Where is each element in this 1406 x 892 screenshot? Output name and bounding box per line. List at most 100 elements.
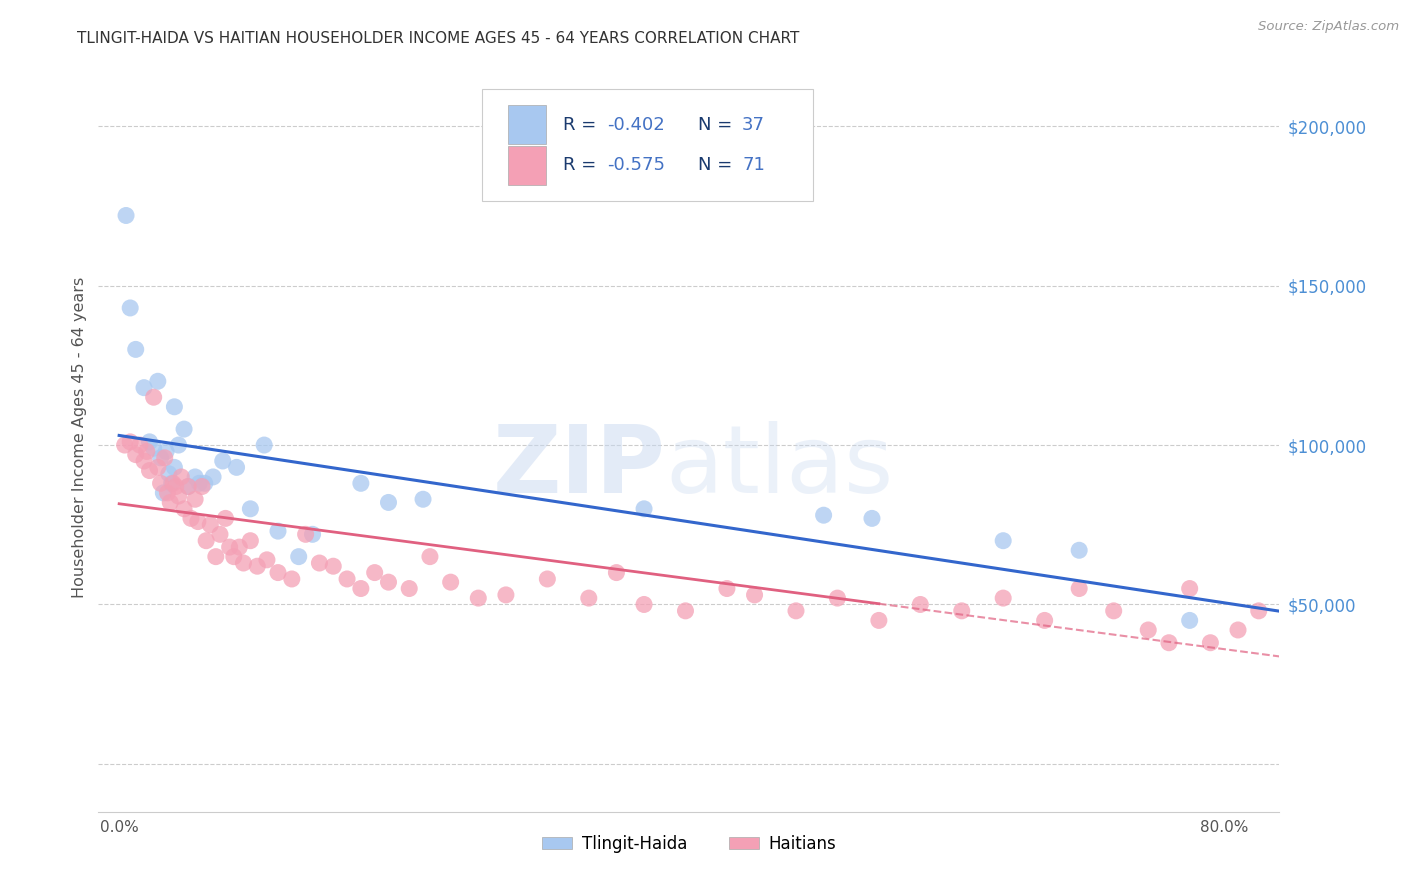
Point	[128, 438, 150, 452]
Point	[156, 486, 179, 500]
Text: atlas: atlas	[665, 421, 894, 513]
Point	[294, 527, 316, 541]
Point	[146, 460, 169, 475]
Point	[363, 566, 385, 580]
Point	[350, 476, 373, 491]
Point	[177, 479, 200, 493]
Text: TLINGIT-HAIDA VS HAITIAN HOUSEHOLDER INCOME AGES 45 - 64 YEARS CORRELATION CHART: TLINGIT-HAIDA VS HAITIAN HOUSEHOLDER INC…	[77, 31, 800, 46]
Point	[1178, 582, 1201, 596]
Point	[142, 442, 165, 456]
Text: -0.575: -0.575	[607, 156, 665, 174]
Point	[163, 400, 186, 414]
Point	[167, 438, 190, 452]
Point	[187, 515, 209, 529]
Point	[744, 588, 766, 602]
Point	[173, 422, 195, 436]
Point	[716, 582, 738, 596]
Point	[633, 598, 655, 612]
Point	[256, 553, 278, 567]
Point	[155, 444, 177, 458]
Point	[993, 591, 1015, 606]
Point	[1199, 636, 1222, 650]
Text: N =: N =	[699, 156, 738, 174]
Point	[633, 501, 655, 516]
Point	[170, 470, 193, 484]
Point	[860, 511, 883, 525]
Point	[1102, 604, 1125, 618]
Point	[222, 549, 245, 564]
Point	[232, 556, 254, 570]
Point	[267, 524, 290, 538]
Point	[218, 540, 240, 554]
Point	[173, 501, 195, 516]
Point	[214, 511, 236, 525]
Point	[440, 575, 463, 590]
Point	[467, 591, 489, 606]
Text: ZIP: ZIP	[492, 421, 665, 513]
Point	[162, 476, 184, 491]
Point	[202, 470, 225, 484]
Point	[950, 604, 973, 618]
Point	[253, 438, 276, 452]
Point	[180, 511, 202, 525]
Bar	[508, 145, 546, 185]
Point	[495, 588, 517, 602]
Point	[239, 501, 262, 516]
Point	[993, 533, 1015, 548]
Point	[146, 374, 169, 388]
Point	[398, 582, 420, 596]
Point	[115, 209, 138, 223]
Point	[125, 343, 148, 357]
Point	[195, 533, 218, 548]
Text: R =: R =	[562, 156, 602, 174]
Point	[301, 527, 323, 541]
Point	[188, 476, 211, 491]
Point	[132, 454, 155, 468]
Point	[205, 549, 228, 564]
Point	[191, 479, 214, 493]
Point	[281, 572, 304, 586]
Point	[350, 582, 373, 596]
Text: R =: R =	[562, 116, 602, 134]
Point	[287, 549, 309, 564]
Text: 37: 37	[742, 116, 765, 134]
Point	[605, 566, 627, 580]
Point	[412, 492, 434, 507]
Point	[149, 476, 172, 491]
Point	[225, 460, 247, 475]
Text: Source: ZipAtlas.com: Source: ZipAtlas.com	[1258, 20, 1399, 33]
Point	[1157, 636, 1180, 650]
Point	[1069, 582, 1091, 596]
Point	[267, 566, 290, 580]
Point	[138, 464, 160, 478]
Point	[184, 470, 207, 484]
Point	[132, 381, 155, 395]
Point	[1247, 604, 1270, 618]
Point	[1227, 623, 1250, 637]
Point	[165, 479, 187, 493]
Point	[785, 604, 807, 618]
Point	[322, 559, 344, 574]
Point	[200, 517, 222, 532]
Point	[1069, 543, 1091, 558]
Point	[1178, 614, 1201, 628]
Point	[1137, 623, 1160, 637]
Text: 71: 71	[742, 156, 765, 174]
Point	[910, 598, 932, 612]
Point	[138, 434, 160, 449]
Point	[142, 390, 165, 404]
Point	[120, 301, 142, 315]
Point	[184, 492, 207, 507]
Point	[336, 572, 359, 586]
Point	[153, 450, 176, 465]
Text: -0.402: -0.402	[607, 116, 665, 134]
Point	[827, 591, 849, 606]
Point	[114, 438, 136, 452]
Point	[377, 575, 399, 590]
Point	[377, 495, 399, 509]
Text: N =: N =	[699, 116, 738, 134]
Y-axis label: Householder Income Ages 45 - 64 years: Householder Income Ages 45 - 64 years	[72, 277, 87, 598]
Point	[868, 614, 890, 628]
Point	[1033, 614, 1056, 628]
Point	[536, 572, 558, 586]
